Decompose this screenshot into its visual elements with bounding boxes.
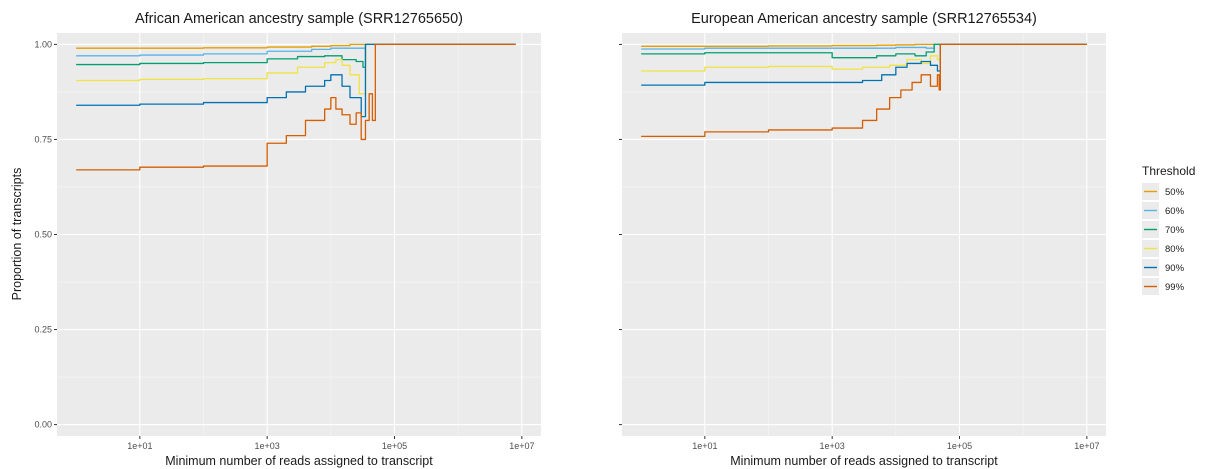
x-tick-label: 1e+03 — [820, 441, 845, 451]
series-line-60pct — [76, 43, 516, 57]
legend-item: 80% — [1142, 240, 1185, 257]
legend-item: 70% — [1142, 221, 1185, 238]
x-tick-label: 1e+05 — [947, 441, 972, 451]
series-lines — [76, 43, 516, 171]
legend-item: 60% — [1142, 202, 1185, 219]
y-axis-ticks: 0.00 0.25 0.50 0.75 1.00 — [34, 39, 57, 430]
legend-label: 70% — [1165, 225, 1185, 236]
series-line-50pct — [76, 43, 516, 49]
x-tick-label: 1e+01 — [692, 441, 717, 451]
legend-label: 50% — [1165, 187, 1185, 198]
y-axis-ticks — [619, 43, 622, 426]
legend-label: 80% — [1165, 244, 1185, 255]
gridlines — [57, 33, 541, 436]
legend-title: Threshold — [1142, 164, 1195, 178]
legend-label: 60% — [1165, 206, 1185, 217]
panel-title: European American ancestry sample (SRR12… — [691, 11, 1037, 27]
y-tick-label: 1.00 — [34, 39, 52, 49]
panel-european-american: European American ancestry sample (SRR12… — [619, 11, 1106, 468]
legend-item: 50% — [1142, 183, 1185, 200]
series-line-80pct — [76, 43, 516, 95]
series-line-80pct — [641, 43, 1087, 72]
series-line-70pct — [76, 43, 516, 68]
x-tick-label: 1e+05 — [382, 441, 407, 451]
y-axis-label: Proportion of transcripts — [10, 168, 24, 301]
legend-items: 50% 60% 70% 80% 90% 99% — [1142, 183, 1185, 295]
x-tick-label: 1e+07 — [509, 441, 534, 451]
x-axis-label: Minimum number of reads assigned to tran… — [165, 454, 433, 468]
x-tick-label: 1e+07 — [1074, 441, 1099, 451]
y-tick-label: 0.75 — [34, 134, 52, 144]
gridlines — [622, 33, 1106, 436]
legend-label: 90% — [1165, 263, 1185, 274]
series-line-99pct — [76, 43, 516, 171]
panel-title: African American ancestry sample (SRR127… — [135, 11, 463, 27]
legend-item: 99% — [1142, 278, 1185, 295]
legend: Threshold 50% 60% 70% 80% 90% 99% — [1142, 164, 1195, 295]
y-tick-label: 0.00 — [34, 420, 52, 430]
series-line-70pct — [641, 43, 1087, 59]
y-tick-label: 0.25 — [34, 325, 52, 335]
legend-item: 90% — [1142, 259, 1185, 276]
x-axis-ticks: 1e+01 1e+03 1e+05 1e+07 — [127, 436, 534, 451]
series-line-50pct — [641, 43, 1087, 47]
series-line-90pct — [641, 43, 1087, 86]
x-tick-label: 1e+03 — [255, 441, 280, 451]
series-line-90pct — [76, 43, 516, 118]
x-axis-label: Minimum number of reads assigned to tran… — [730, 454, 998, 468]
series-lines — [641, 43, 1087, 138]
x-tick-label: 1e+01 — [127, 441, 152, 451]
y-tick-label: 0.50 — [34, 230, 52, 240]
series-line-99pct — [641, 43, 1087, 138]
x-axis-ticks: 1e+01 1e+03 1e+05 1e+07 — [692, 436, 1099, 451]
legend-label: 99% — [1165, 282, 1185, 293]
panel-african-american: African American ancestry sample (SRR127… — [34, 11, 541, 468]
